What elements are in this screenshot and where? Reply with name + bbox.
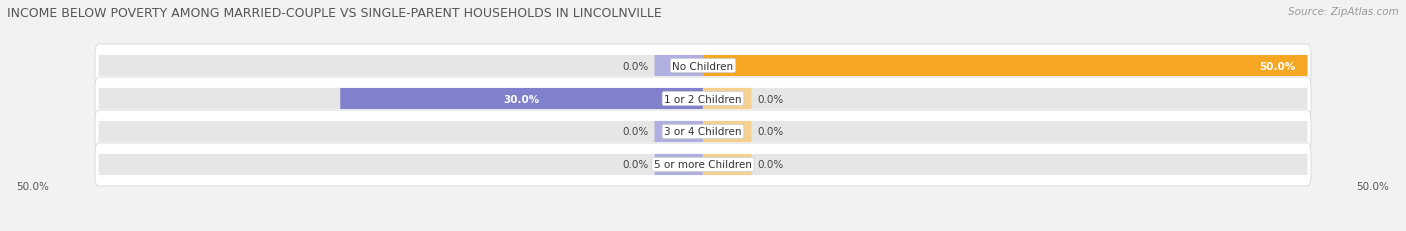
Text: 1 or 2 Children: 1 or 2 Children [664,94,742,104]
Text: 0.0%: 0.0% [623,160,648,170]
FancyBboxPatch shape [703,56,1308,77]
FancyBboxPatch shape [703,56,1308,77]
FancyBboxPatch shape [703,122,1308,143]
Text: 0.0%: 0.0% [758,160,783,170]
Text: 50.0%: 50.0% [1258,61,1295,71]
Text: Source: ZipAtlas.com: Source: ZipAtlas.com [1288,7,1399,17]
Text: 0.0%: 0.0% [758,94,783,104]
FancyBboxPatch shape [703,122,751,143]
FancyBboxPatch shape [98,56,703,77]
Text: 5 or more Children: 5 or more Children [654,160,752,170]
FancyBboxPatch shape [96,111,1310,153]
FancyBboxPatch shape [340,88,703,109]
FancyBboxPatch shape [703,154,751,175]
Text: 3 or 4 Children: 3 or 4 Children [664,127,742,137]
FancyBboxPatch shape [96,45,1310,88]
FancyBboxPatch shape [96,78,1310,120]
FancyBboxPatch shape [703,88,1308,109]
Text: No Children: No Children [672,61,734,71]
FancyBboxPatch shape [655,154,703,175]
FancyBboxPatch shape [98,88,703,109]
Text: 0.0%: 0.0% [623,61,648,71]
Text: INCOME BELOW POVERTY AMONG MARRIED-COUPLE VS SINGLE-PARENT HOUSEHOLDS IN LINCOLN: INCOME BELOW POVERTY AMONG MARRIED-COUPL… [7,7,662,20]
FancyBboxPatch shape [98,122,703,143]
FancyBboxPatch shape [655,122,703,143]
FancyBboxPatch shape [703,154,1308,175]
Text: 30.0%: 30.0% [503,94,540,104]
Text: 50.0%: 50.0% [17,181,49,191]
FancyBboxPatch shape [655,56,703,77]
FancyBboxPatch shape [96,143,1310,186]
Text: 0.0%: 0.0% [758,127,783,137]
FancyBboxPatch shape [98,154,703,175]
FancyBboxPatch shape [703,88,751,109]
Text: 50.0%: 50.0% [1357,181,1389,191]
Text: 0.0%: 0.0% [623,127,648,137]
